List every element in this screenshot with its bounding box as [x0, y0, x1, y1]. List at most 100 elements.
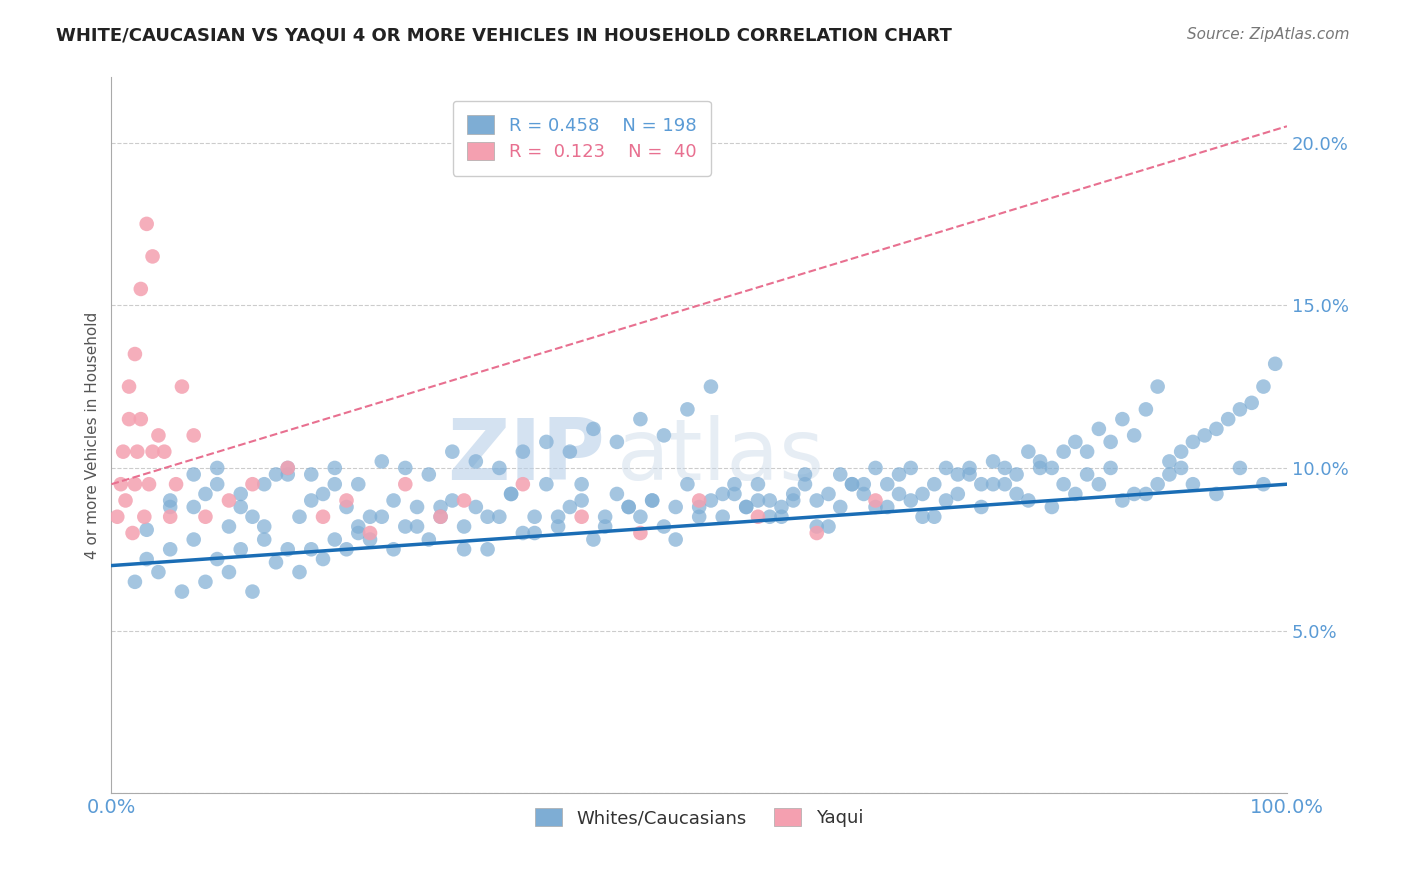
- Point: [312, 509, 335, 524]
- Point: [1146, 379, 1168, 393]
- Point: [970, 500, 993, 514]
- Point: [124, 477, 146, 491]
- Point: [453, 542, 475, 557]
- Point: [135, 217, 157, 231]
- Point: [464, 500, 486, 514]
- Point: [735, 500, 758, 514]
- Point: [183, 428, 205, 442]
- Point: [501, 487, 523, 501]
- Point: [418, 467, 440, 482]
- Point: [606, 434, 628, 449]
- Point: [1052, 477, 1074, 491]
- Point: [124, 574, 146, 589]
- Point: [229, 500, 252, 514]
- Point: [129, 282, 152, 296]
- Point: [453, 519, 475, 533]
- Point: [676, 402, 699, 417]
- Point: [641, 493, 664, 508]
- Point: [782, 487, 804, 501]
- Point: [148, 565, 170, 579]
- Point: [165, 477, 187, 491]
- Point: [617, 500, 640, 514]
- Point: [1240, 396, 1263, 410]
- Point: [135, 523, 157, 537]
- Point: [453, 493, 475, 508]
- Point: [1052, 444, 1074, 458]
- Point: [170, 379, 193, 393]
- Point: [547, 509, 569, 524]
- Point: [1253, 379, 1275, 393]
- Point: [1253, 477, 1275, 491]
- Point: [617, 500, 640, 514]
- Point: [323, 533, 346, 547]
- Point: [394, 519, 416, 533]
- Point: [148, 428, 170, 442]
- Point: [359, 526, 381, 541]
- Point: [477, 542, 499, 557]
- Point: [1040, 461, 1063, 475]
- Point: [806, 493, 828, 508]
- Text: ZIP: ZIP: [447, 416, 605, 499]
- Point: [830, 467, 852, 482]
- Point: [335, 493, 357, 508]
- Point: [118, 379, 141, 393]
- Point: [127, 444, 149, 458]
- Point: [359, 533, 381, 547]
- Point: [794, 467, 817, 482]
- Point: [558, 500, 581, 514]
- Point: [1111, 412, 1133, 426]
- Point: [700, 379, 723, 393]
- Point: [1205, 487, 1227, 501]
- Point: [335, 542, 357, 557]
- Point: [359, 509, 381, 524]
- Point: [277, 467, 299, 482]
- Point: [994, 461, 1017, 475]
- Point: [1146, 477, 1168, 491]
- Point: [347, 526, 370, 541]
- Point: [1205, 422, 1227, 436]
- Point: [1088, 422, 1111, 436]
- Point: [830, 500, 852, 514]
- Point: [218, 565, 240, 579]
- Point: [323, 461, 346, 475]
- Point: [501, 487, 523, 501]
- Point: [205, 552, 228, 566]
- Point: [911, 509, 934, 524]
- Legend: Whites/Caucasians, Yaqui: Whites/Caucasians, Yaqui: [529, 801, 870, 834]
- Point: [406, 519, 429, 533]
- Point: [394, 461, 416, 475]
- Point: [817, 487, 839, 501]
- Point: [441, 493, 464, 508]
- Point: [277, 542, 299, 557]
- Point: [770, 500, 793, 514]
- Point: [194, 509, 217, 524]
- Point: [841, 477, 863, 491]
- Point: [277, 461, 299, 475]
- Point: [1123, 428, 1146, 442]
- Point: [335, 500, 357, 514]
- Point: [946, 467, 969, 482]
- Point: [323, 477, 346, 491]
- Point: [1017, 493, 1039, 508]
- Point: [512, 526, 534, 541]
- Point: [218, 519, 240, 533]
- Point: [747, 477, 769, 491]
- Point: [371, 454, 394, 468]
- Point: [205, 477, 228, 491]
- Point: [1088, 477, 1111, 491]
- Point: [159, 493, 181, 508]
- Point: [464, 454, 486, 468]
- Point: [1264, 357, 1286, 371]
- Point: [582, 422, 605, 436]
- Text: Source: ZipAtlas.com: Source: ZipAtlas.com: [1187, 27, 1350, 42]
- Point: [911, 487, 934, 501]
- Point: [1076, 444, 1098, 458]
- Point: [153, 444, 176, 458]
- Point: [628, 509, 651, 524]
- Point: [935, 461, 957, 475]
- Point: [652, 428, 675, 442]
- Point: [536, 477, 558, 491]
- Point: [264, 467, 287, 482]
- Point: [229, 542, 252, 557]
- Point: [183, 500, 205, 514]
